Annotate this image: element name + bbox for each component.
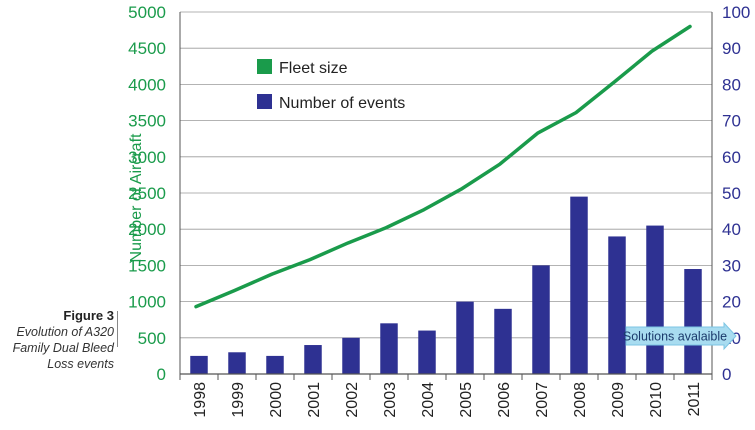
x-tick-label: 2004 [420,382,437,418]
y-tick-label: 4500 [128,39,166,58]
x-tick-label: 2002 [344,382,361,418]
solutions-annotation: Solutions avalaible [623,321,737,351]
event-bar-1998 [190,355,208,374]
event-bar-2011 [684,269,702,374]
x-tick-label: 2005 [458,382,475,418]
y2-tick-label: 60 [722,148,741,167]
y2-tick-label: 40 [722,220,741,239]
event-bar-2008 [570,196,588,374]
x-tick-label: 1998 [192,382,209,418]
y2-tick-label: 20 [722,293,741,312]
x-tick-label: 2010 [648,382,665,418]
legend-label-number-of-events: Number of events [279,95,405,112]
y-tick-label: 2500 [128,184,166,203]
figure-label: Figure 3 [63,308,114,323]
y2-tick-label: 100 [722,3,750,22]
legend-label-fleet-size: Fleet size [279,60,348,77]
legend: Fleet size Number of events [257,59,405,112]
fleet-line-group [194,24,692,309]
x-tick-label: 2007 [534,382,551,418]
figure-caption: Figure 3 Evolution of A320 Family Dual B… [0,308,114,372]
y-axis-label: Number of Aircraft [128,133,145,262]
caption-divider [117,311,118,347]
x-tick-label: 2008 [572,382,589,418]
grid [180,11,712,339]
y-tick-label: 1000 [128,293,166,312]
events-bars [190,196,702,374]
y-tick-label: 1500 [128,256,166,275]
y2-tick-label: 0 [722,365,731,384]
y2-tick-label: 80 [722,75,741,94]
fleet-size-line [194,24,692,309]
y-tick-label: 5000 [128,3,166,22]
event-bar-2004 [418,330,436,374]
event-bar-2010 [646,225,664,374]
x-tick-label: 2000 [268,382,285,418]
event-bar-2007 [532,265,550,374]
y2-tick-label: 50 [722,184,741,203]
x-tick-label: 2003 [382,382,399,418]
y-tick-label: 0 [157,365,166,384]
axes [179,12,713,380]
y-tick-label: 500 [138,329,166,348]
solutions-label: Solutions avalaible [623,329,727,343]
y2-tick-label: 90 [722,39,741,58]
y-tick-label: 3000 [128,148,166,167]
legend-swatch-fleet-size [257,59,272,74]
legend-swatch-number-of-events [257,94,272,109]
y-tick-label: 2000 [128,220,166,239]
event-bar-2000 [266,355,284,374]
x-tick-label: 2001 [306,382,323,418]
x-tick-label: 2011 [686,382,703,417]
caption-line-2: Family Dual Bleed [12,341,114,355]
caption-line-1: Evolution of A320 [16,325,114,339]
y-tick-label: 3500 [128,112,166,131]
event-bar-2002 [342,337,360,374]
event-bar-2006 [494,308,512,374]
y2-tick-label: 30 [722,256,741,275]
solutions-arrow [625,321,737,351]
y2-tick-label: 70 [722,112,741,131]
y-tick-label: 4000 [128,75,166,94]
event-bar-2005 [456,301,474,374]
event-bar-2003 [380,323,398,374]
caption-line-3: Loss events [47,357,114,371]
x-tick-label: 2009 [610,382,627,418]
event-bar-2001 [304,345,322,374]
event-bar-1999 [228,352,246,374]
x-tick-label: 2006 [496,382,513,418]
event-bar-2009 [608,236,626,374]
x-tick-label: 1999 [230,382,247,418]
